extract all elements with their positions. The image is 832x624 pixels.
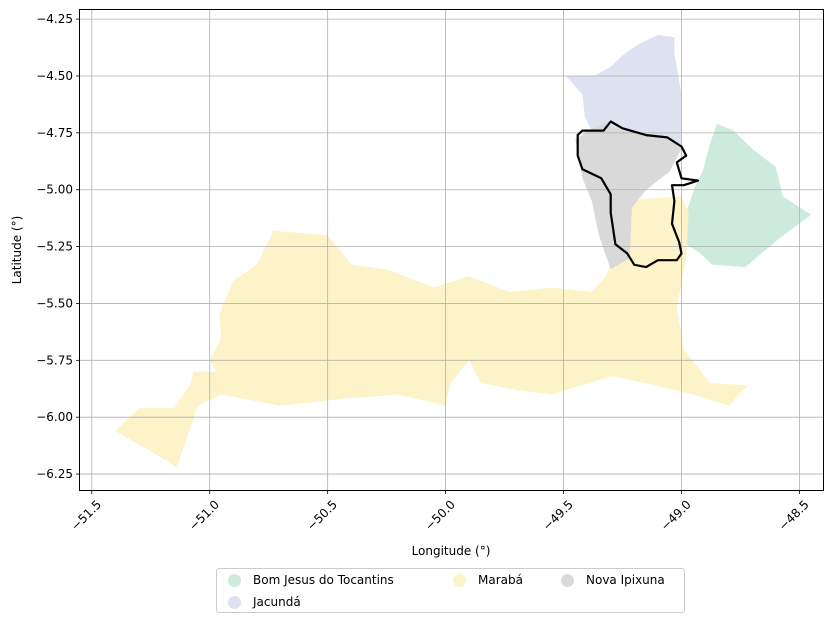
y-tick-label: −6.25 [36, 467, 73, 481]
y-tick-label: −5.25 [36, 240, 73, 254]
y-tick-label: −5.00 [36, 183, 73, 197]
x-tick-label: −49.0 [658, 497, 694, 533]
legend-label: Bom Jesus do Tocantins [253, 573, 394, 587]
legend-item-jacunda: Jacundá [228, 592, 301, 612]
x-tick-label: −50.0 [422, 497, 458, 533]
x-tick-label: −51.0 [186, 497, 222, 533]
legend-item-bom-jesus: Bom Jesus do Tocantins [228, 570, 394, 590]
legend-swatch [453, 573, 466, 587]
y-tick-label: −6.00 [36, 410, 73, 424]
highlight-outline [576, 120, 700, 269]
x-axis-ticks: −51.5 −51.0 −50.5 −50.0 −49.5 −49.0 −48.5 [68, 490, 812, 533]
legend-swatch [561, 573, 574, 587]
plot-frame [79, 9, 824, 491]
regions-layer [115, 35, 812, 468]
y-tick-label: −4.25 [36, 12, 73, 26]
legend-label: Nova Ipixuna [586, 573, 665, 587]
region-maraba [115, 196, 748, 468]
legend-swatch [228, 595, 241, 609]
x-axis-label: Longitude (°) [412, 544, 491, 558]
region-nova-ipixuna [575, 123, 682, 270]
y-tick-label: −5.50 [36, 296, 73, 310]
x-tick-label: −50.5 [304, 497, 340, 533]
grid-layer [80, 10, 823, 490]
legend: Bom Jesus do Tocantins Jacundá Marabá No… [216, 568, 685, 613]
region-bom-jesus-do-tocantins [686, 123, 812, 268]
legend-swatch [228, 573, 241, 587]
region-jacunda [565, 35, 682, 145]
legend-label: Marabá [478, 573, 523, 587]
legend-label: Jacundá [253, 595, 301, 609]
legend-item-maraba: Marabá [453, 570, 523, 590]
y-axis-label: Latitude (°) [10, 216, 24, 285]
y-tick-label: −5.75 [36, 353, 73, 367]
legend-item-nova-ipixuna: Nova Ipixuna [561, 570, 665, 590]
y-tick-label: −4.50 [36, 69, 73, 83]
x-tick-label: −51.5 [68, 497, 104, 533]
y-axis-ticks: −4.25 −4.50 −4.75 −5.00 −5.25 −5.50 −5.75 −6.00… [36, 12, 80, 481]
x-tick-label: −49.5 [540, 497, 576, 533]
x-tick-label: −48.5 [776, 497, 812, 533]
y-tick-label: −4.75 [36, 126, 73, 140]
outline-layer [576, 120, 700, 269]
